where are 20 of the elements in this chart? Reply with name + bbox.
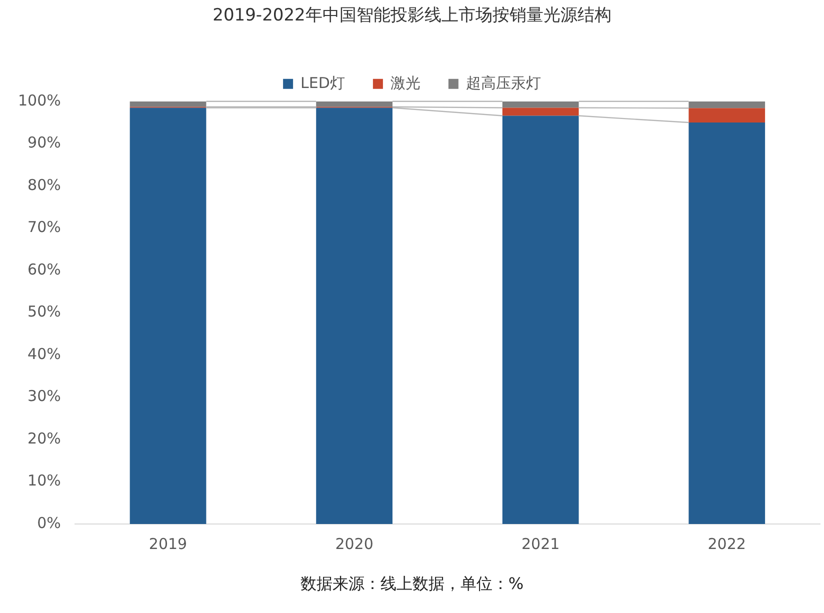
x-tick-label: 2020: [335, 534, 374, 553]
source-note: 数据来源：线上数据，单位：%: [299, 574, 525, 595]
y-tick-label: 10%: [28, 472, 61, 490]
x-tick-label: 2021: [521, 534, 560, 553]
x-tick-label: 2019: [148, 534, 188, 553]
y-tick-label: 50%: [28, 302, 61, 321]
y-tick-label: 60%: [28, 260, 61, 278]
legend-label: 激光: [390, 74, 420, 92]
chart-title: 2019-2022年中国智能投影线上市场按销量光源结构: [212, 6, 612, 26]
y-tick-label: 70%: [28, 218, 61, 236]
y-tick-label: 30%: [28, 387, 61, 406]
y-tick-label: 40%: [28, 344, 61, 363]
legend-label: 超高压汞灯: [466, 74, 541, 92]
y-tick-label: 20%: [28, 429, 61, 448]
legend-label: LED灯: [300, 74, 345, 92]
x-tick-label: 2022: [708, 534, 746, 553]
y-tick-label: 90%: [28, 134, 61, 152]
y-tick-label: 100%: [18, 91, 61, 110]
y-tick-label: 80%: [28, 176, 61, 194]
y-tick-label: 0%: [37, 514, 61, 532]
